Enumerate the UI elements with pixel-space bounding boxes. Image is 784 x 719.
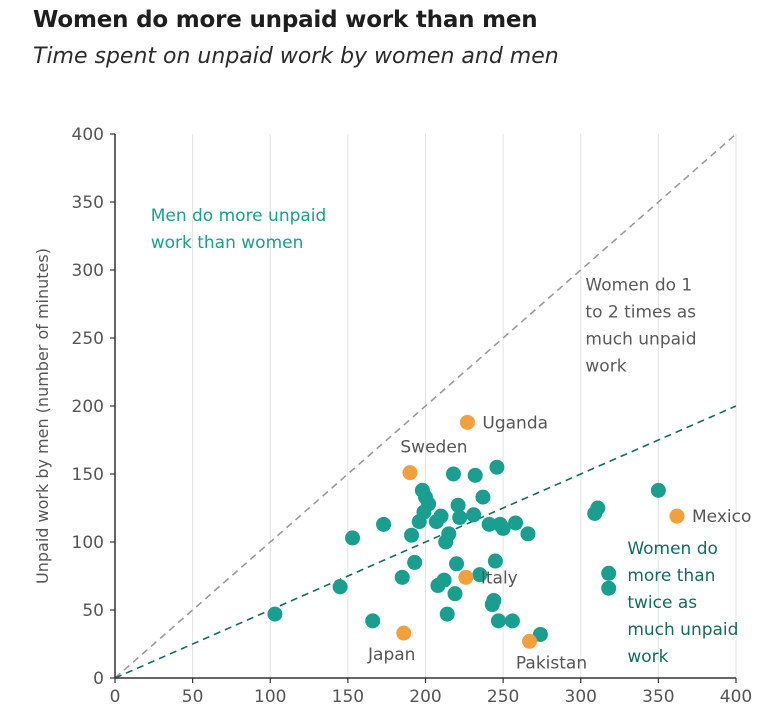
data-point-24 [450,497,466,513]
annotation-3-line-2: more than [627,566,715,586]
data-point-30 [481,516,497,532]
y-tick-label-200: 200 [72,397,104,417]
highlight-label-pakistan: Pakistan [516,653,587,673]
y-tick-label-0: 0 [93,669,104,689]
highlight-point-sweden [402,465,418,481]
highlight-label-sweden: Sweden [400,438,467,458]
annotation-1-line-1: Men do more unpaid [151,206,327,226]
data-point-3 [345,530,361,546]
highlight-point-uganda [459,414,475,430]
highlight-point-japan [396,625,412,641]
data-point-43 [590,500,606,516]
data-point-25 [452,510,468,526]
data-point-22 [447,586,463,602]
x-tick-label-350: 350 [642,687,674,707]
data-point-1 [267,606,283,622]
annotation-2-line-1: Women do 1 [585,275,692,295]
reference-line-2 [114,405,737,679]
highlight-label-italy: Italy [481,568,518,588]
annotation-2-line-2: to 2 times as [585,302,696,322]
x-tick-label-150: 150 [332,687,364,707]
x-tick-label-100: 100 [254,687,286,707]
x-tick-label-50: 50 [182,687,204,707]
data-point-28 [472,567,488,583]
annotation-3-line-1: Women do [627,539,718,559]
x-tick-label-200: 200 [409,687,441,707]
x-tick-label-400: 400 [720,687,752,707]
y-tick-label-250: 250 [72,329,104,349]
highlight-point-mexico [669,508,685,524]
data-point-39 [508,515,524,531]
data-point-20 [441,526,457,542]
data-point-34 [489,459,505,475]
data-point-8 [407,554,423,570]
reference-line-1 [114,133,737,679]
highlight-point-italy [458,569,474,585]
chart-subtitle: Time spent on unpaid work by women and m… [33,44,559,69]
y-tick-label-400: 400 [72,125,104,145]
annotation-1-line-2: work than women [151,233,304,253]
highlight-label-mexico: Mexico [692,507,751,527]
data-point-4 [365,613,381,629]
data-point-37 [495,520,511,536]
data-point-44 [601,565,617,581]
data-point-7 [404,527,420,543]
data-point-26 [466,507,482,523]
data-point-41 [532,626,548,642]
y-axis-label: Unpaid work by men (number of minutes) [33,248,52,584]
data-point-38 [504,613,520,629]
data-point-19 [439,606,455,622]
highlight-label-japan: Japan [367,645,415,665]
data-point-13 [421,496,437,512]
highlight-point-pakistan [522,633,538,649]
data-point-5 [376,516,392,532]
data-point-23 [449,556,465,572]
data-point-40 [520,526,536,542]
annotation-2-line-4: work [585,356,626,376]
y-tick-label-300: 300 [72,261,104,281]
data-point-33 [487,553,503,569]
x-tick-label-250: 250 [487,687,519,707]
data-point-6 [394,569,410,585]
data-point-17 [436,572,452,588]
data-point-35 [490,613,506,629]
x-tick-label-0: 0 [110,687,121,707]
y-tick-label-350: 350 [72,193,104,213]
annotation-3-line-5: work [627,647,668,667]
y-tick-label-100: 100 [72,533,104,553]
y-tick-label-150: 150 [72,465,104,485]
highlight-label-uganda: Uganda [482,413,548,433]
data-point-2 [332,579,348,595]
x-tick-label-300: 300 [565,687,597,707]
annotation-3-line-4: much unpaid [627,620,738,640]
data-point-46 [650,482,666,498]
data-point-27 [467,467,483,483]
data-point-21 [445,466,461,482]
annotation-3-line-3: twice as [627,593,697,613]
y-tick-label-50: 50 [82,601,104,621]
data-point-45 [601,580,617,596]
chart-title: Women do more unpaid work than men [33,7,538,33]
data-point-32 [486,592,502,608]
data-point-29 [475,489,491,505]
annotation-2-line-3: much unpaid [585,329,696,349]
data-point-16 [433,508,449,524]
